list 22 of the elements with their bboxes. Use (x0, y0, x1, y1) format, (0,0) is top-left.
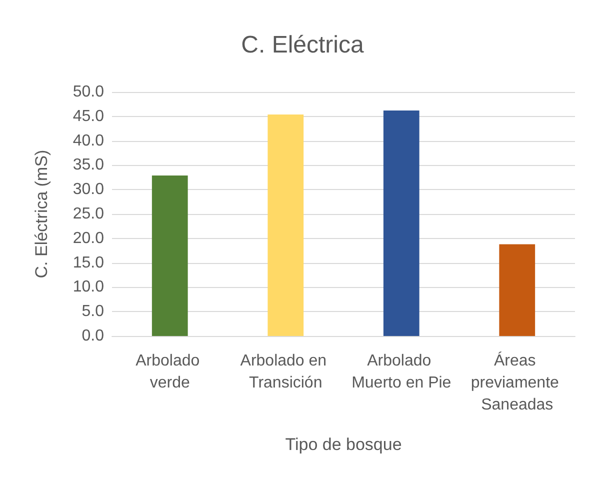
y-tick-label: 0.0 (82, 328, 104, 344)
x-axis-title: Tipo de bosque (285, 435, 402, 454)
bar (499, 244, 536, 336)
y-axis-title: C. Eléctrica (mS) (32, 150, 51, 278)
x-tick-label: Arbolado Muerto en Pie (352, 352, 452, 392)
x-tick-label: Arbolado en Transición (240, 352, 331, 392)
y-tick-label: 35.0 (72, 156, 104, 174)
chart-title: C. Eléctrica (241, 32, 364, 58)
y-tick-label: 15.0 (72, 254, 104, 272)
y-tick-label: 5.0 (82, 303, 104, 320)
y-tick-label: 10.0 (72, 278, 104, 296)
y-tick-label: 40.0 (72, 132, 104, 150)
y-tick-label: 50.0 (72, 84, 104, 100)
y-tick-label: 20.0 (72, 230, 104, 247)
x-tick-label: Arbolado verde (136, 352, 204, 392)
bar (268, 114, 304, 336)
y-tick-label: 30.0 (72, 181, 104, 198)
y-tick-label: 45.0 (72, 108, 104, 125)
x-tick-label: Áreas previamente Saneadas (470, 352, 564, 414)
y-tick-label: 25.0 (72, 206, 104, 222)
bar (383, 110, 420, 336)
bar (152, 175, 188, 336)
